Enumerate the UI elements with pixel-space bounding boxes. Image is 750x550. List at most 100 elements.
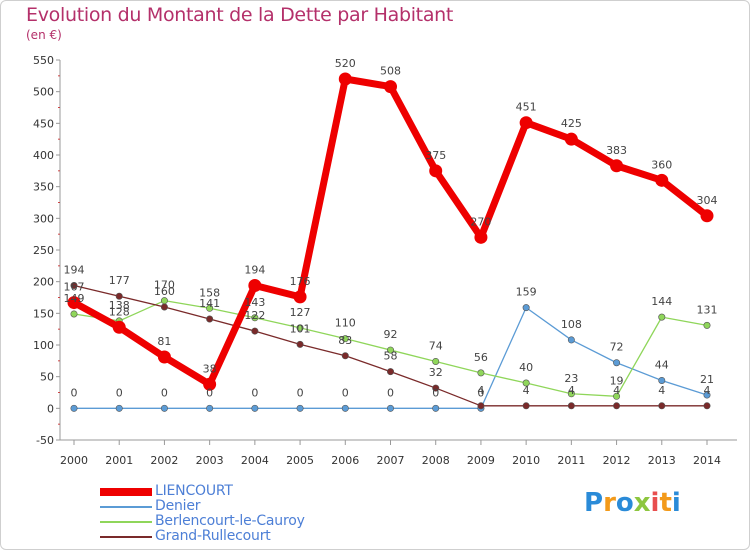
y-tick-label: 550 [33, 54, 54, 67]
data-point-denier [70, 404, 78, 412]
data-point-denier [522, 304, 530, 312]
x-tick-label: 2011 [557, 454, 585, 467]
data-label-grand-rullecourt: 83 [338, 334, 352, 347]
data-point-berlencourt-le-cauroy [296, 324, 304, 332]
data-label-liencourt: 167 [64, 281, 85, 294]
data-label-berlencourt-le-cauroy: 40 [519, 361, 533, 374]
x-tick-label: 2012 [603, 454, 631, 467]
data-point-berlencourt-le-cauroy [70, 310, 78, 318]
data-point-liencourt [112, 320, 126, 334]
data-point-berlencourt-le-cauroy [341, 335, 349, 343]
data-label-denier: 0 [116, 386, 123, 399]
x-tick-label: 2007 [377, 454, 405, 467]
x-tick-label: 2014 [693, 454, 721, 467]
y-tick-label: 100 [33, 339, 54, 352]
data-labels: 0 0 0 0 0 0 0 0 0 0159108724421149138170158143127… [64, 57, 718, 399]
data-label-berlencourt-le-cauroy: 170 [154, 279, 175, 292]
data-point-berlencourt-le-cauroy [432, 357, 440, 365]
data-label-liencourt: 425 [561, 117, 582, 130]
data-point-grand-rullecourt [522, 402, 530, 410]
data-point-denier [703, 391, 711, 399]
data-point-denier [115, 404, 123, 412]
legend-label: Grand-Rullecourt [155, 528, 271, 544]
data-label-grand-rullecourt: 4 [704, 384, 711, 397]
y-tick-label: 0 [47, 402, 54, 415]
x-tick-label: 2005 [286, 454, 314, 467]
data-label-grand-rullecourt: 160 [154, 285, 175, 298]
y-tick-label: 250 [33, 244, 54, 257]
data-point-berlencourt-le-cauroy [251, 314, 259, 322]
legend-swatch [100, 506, 152, 508]
data-point-berlencourt-le-cauroy [206, 304, 214, 312]
axes: -500501001502002503003504004505005502000… [33, 54, 737, 467]
x-tick-label: 2013 [648, 454, 676, 467]
data-label-denier: 0 [71, 386, 78, 399]
data-label-denier: 0 [432, 386, 439, 399]
data-point-liencourt [293, 290, 307, 304]
data-label-grand-rullecourt: 194 [64, 263, 85, 276]
y-tick-label: 450 [33, 117, 54, 130]
data-point-denier [251, 404, 259, 412]
data-label-berlencourt-le-cauroy: 23 [564, 372, 578, 385]
data-point-denier [206, 404, 214, 412]
data-point-liencourt [564, 132, 578, 146]
y-tick-label: 300 [33, 212, 54, 225]
data-point-berlencourt-le-cauroy [658, 313, 666, 321]
y-tick-label: 150 [33, 307, 54, 320]
y-tick-label: 500 [33, 86, 54, 99]
data-point-denier [567, 336, 575, 344]
data-label-denier: 0 [387, 386, 394, 399]
data-point-liencourt [248, 278, 262, 292]
data-label-liencourt: 360 [651, 158, 672, 171]
data-point-liencourt [474, 230, 488, 244]
data-point-grand-rullecourt [477, 402, 485, 410]
legend-swatch [100, 521, 152, 523]
legend-label: Denier [155, 498, 201, 514]
data-label-grand-rullecourt: 4 [523, 384, 530, 397]
data-point-liencourt [700, 209, 714, 223]
data-point-grand-rullecourt [115, 292, 123, 300]
data-point-grand-rullecourt [160, 303, 168, 311]
data-point-liencourt [338, 72, 352, 86]
logo-letter: r [603, 488, 616, 518]
data-label-denier: 44 [655, 358, 669, 371]
data-point-berlencourt-le-cauroy [386, 346, 394, 354]
data-label-liencourt: 304 [697, 194, 718, 207]
data-point-denier [613, 359, 621, 367]
series-layer [67, 72, 714, 412]
data-point-grand-rullecourt [206, 315, 214, 323]
y-tick-label: 400 [33, 149, 54, 162]
data-point-liencourt [203, 377, 217, 391]
data-point-grand-rullecourt [658, 402, 666, 410]
data-label-berlencourt-le-cauroy: 131 [697, 303, 718, 316]
data-point-grand-rullecourt [251, 327, 259, 335]
data-label-liencourt: 128 [109, 305, 130, 318]
data-point-berlencourt-le-cauroy [522, 379, 530, 387]
data-point-berlencourt-le-cauroy [477, 369, 485, 377]
data-point-liencourt [610, 159, 624, 173]
data-point-grand-rullecourt [432, 384, 440, 392]
data-point-liencourt [655, 173, 669, 187]
logo-letter: i [671, 488, 681, 518]
x-tick-label: 2008 [422, 454, 450, 467]
x-tick-label: 2009 [467, 454, 495, 467]
logo-letter: o [615, 488, 634, 518]
data-label-berlencourt-le-cauroy: 56 [474, 351, 488, 364]
data-label-grand-rullecourt: 101 [290, 322, 311, 335]
data-label-grand-rullecourt: 32 [429, 366, 443, 379]
data-label-denier: 0 [477, 386, 484, 399]
chart-subtitle: (en €) [26, 28, 62, 42]
x-tick-label: 2001 [105, 454, 133, 467]
data-point-denier [658, 376, 666, 384]
data-label-grand-rullecourt: 4 [477, 384, 484, 397]
data-point-grand-rullecourt [567, 402, 575, 410]
data-label-liencourt: 38 [203, 362, 217, 375]
data-label-berlencourt-le-cauroy: 92 [384, 328, 398, 341]
data-label-grand-rullecourt: 4 [568, 384, 575, 397]
data-point-grand-rullecourt [703, 402, 711, 410]
data-point-denier [386, 404, 394, 412]
data-point-liencourt [67, 296, 81, 310]
x-tick-label: 2000 [60, 454, 88, 467]
data-label-liencourt: 375 [425, 149, 446, 162]
